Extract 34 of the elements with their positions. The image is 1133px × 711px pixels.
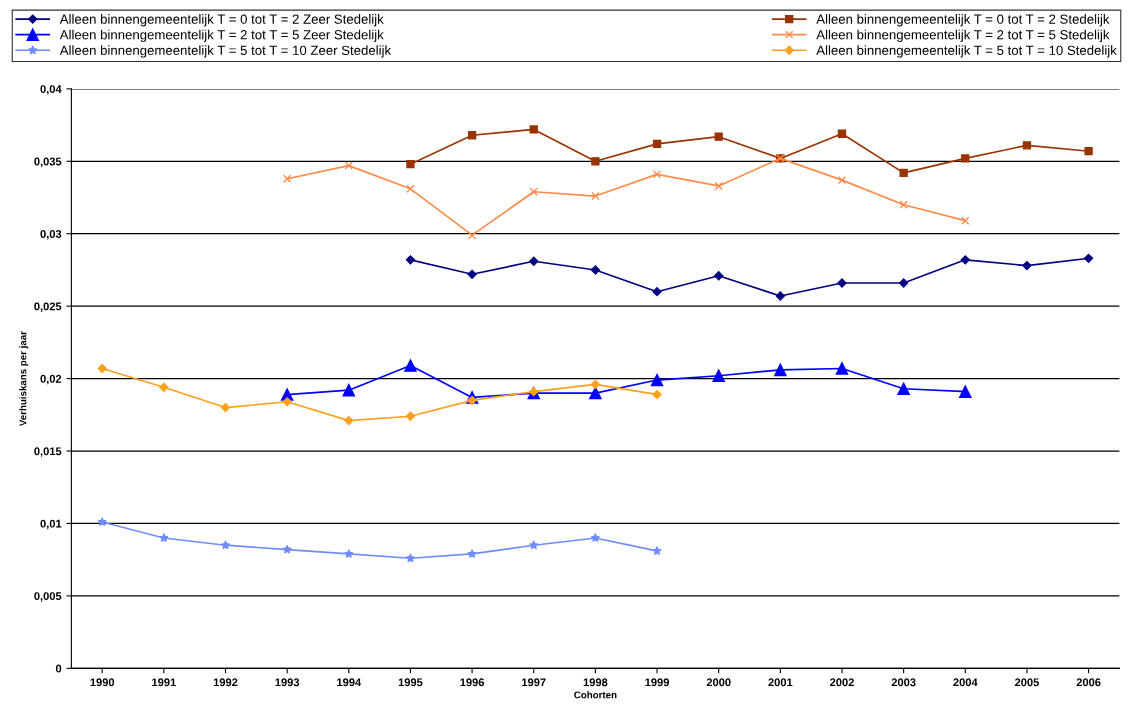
x-tick-label: 2001 — [768, 678, 793, 687]
x-tick-label: 1990 — [90, 678, 115, 687]
y-tick-label: 0 — [55, 664, 62, 673]
x-tick-label: 2006 — [1076, 678, 1101, 687]
x-axis-title: Cohorten — [574, 691, 617, 699]
x-tick-label: 1994 — [337, 678, 362, 687]
y-tick-label: 0,035 — [34, 157, 62, 168]
x-tick-label: 2003 — [891, 678, 916, 687]
y-axis-title: Verhuiskans per jaar — [19, 331, 29, 427]
x-tick-label: 1991 — [152, 678, 176, 687]
x-tick-label: 2000 — [706, 678, 731, 687]
y-tick-label: 0,015 — [34, 447, 62, 457]
legend-label: Alleen binnengemeentelijk T = 2 tot T = 5 Stedelijk — [816, 29, 1110, 43]
x-tick-label: 1999 — [645, 678, 669, 687]
x-tick-label: 2004 — [953, 678, 978, 687]
y-tick-label: 0,005 — [34, 592, 62, 602]
x-tick-label: 1993 — [275, 678, 300, 687]
legend-label: Alleen binnengemeentelijk T = 2 tot T = 5 Zeer Stedelijk — [59, 29, 384, 43]
x-tick-label: 1995 — [398, 678, 423, 687]
x-tick-label: 2005 — [1014, 678, 1039, 687]
x-tick-label: 1992 — [213, 678, 238, 687]
legend-label: Alleen binnengemeentelijk T = 0 tot T = 2 Stedelijk — [816, 14, 1110, 27]
legend-label: Alleen binnengemeentelijk T = 5 tot T = 10 Zeer Stedelijk — [59, 45, 392, 58]
x-tick-label: 1998 — [583, 678, 608, 687]
y-tick-label: 0,025 — [34, 302, 62, 312]
y-tick-label: 0,02 — [40, 374, 62, 385]
y-tick-label: 0,04 — [40, 85, 62, 95]
x-tick-label: 1997 — [522, 678, 546, 687]
legend-label: Alleen binnengemeentelijk T = 5 tot T = 10 Stedelijk — [816, 45, 1117, 58]
y-tick-label: 0,01 — [40, 519, 62, 530]
x-tick-label: 1996 — [460, 678, 485, 687]
x-tick-label: 2002 — [830, 678, 854, 687]
y-tick-label: 0,03 — [40, 230, 62, 240]
legend-label: Alleen binnengemeentelijk T = 0 tot T = 2 Zeer Stedelijk — [59, 14, 384, 27]
